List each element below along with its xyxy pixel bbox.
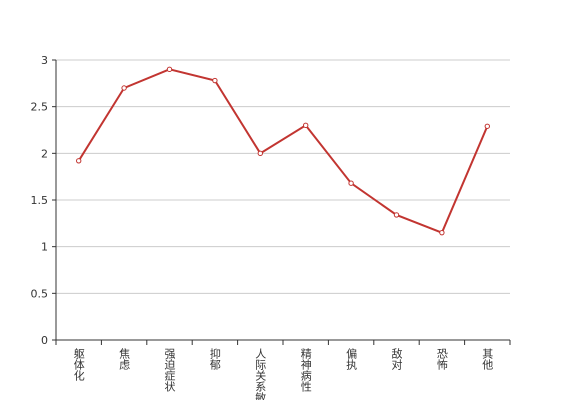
x-tick-label: 偏执 [345,347,358,371]
x-tick-label: 敌对 [390,347,403,370]
point [303,122,309,129]
y-tick-label: 1 [41,241,48,254]
x-tick-label: 其他 [481,348,494,370]
y-tick-label: 2.5 [31,101,49,114]
x-tick-label: 焦虑 [118,348,131,370]
x-tick-label: 强迫症状 [163,348,176,392]
y-tick-label: 2 [41,147,48,160]
point [212,77,218,84]
point [257,150,263,157]
point [484,123,490,129]
point [166,66,173,73]
point [439,229,445,236]
y-tick-label: 1.5 [31,194,49,207]
line [77,68,489,234]
point [76,158,82,164]
point [121,85,127,91]
x-tick-label: 躯体化 [72,348,85,382]
y-tick-label: 0.5 [31,287,49,300]
x-tick-label: 人际关系敏感 [254,348,267,400]
point [348,180,354,186]
x-tick-label: 恐怖 [435,348,448,370]
y-tick-label: 0 [41,334,48,347]
y-tick-label: 3 [41,54,48,67]
x-tick-label: 精神病性 [299,348,312,393]
point [393,212,400,218]
x-tick-label: 抑郁 [208,347,221,370]
